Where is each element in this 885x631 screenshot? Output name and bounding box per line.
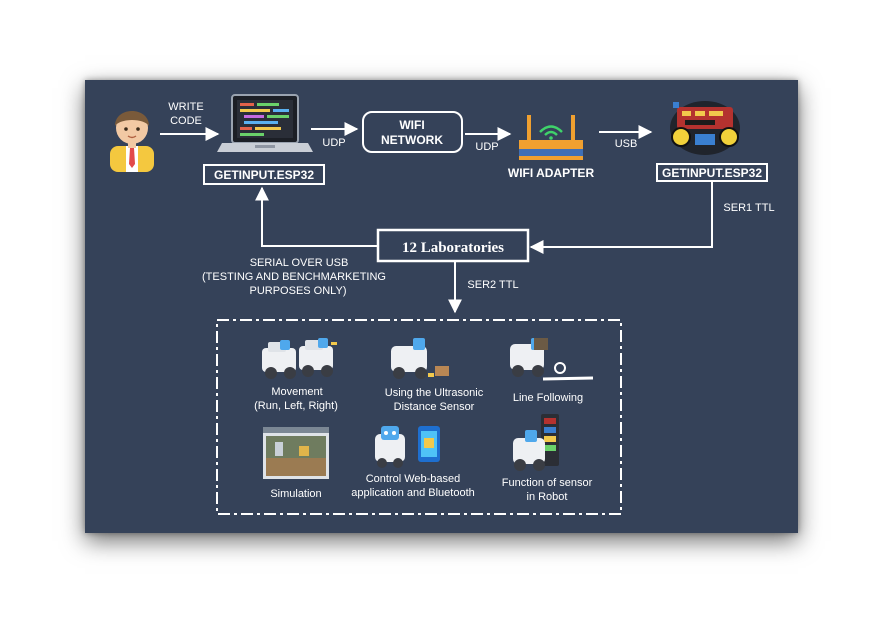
wifi-network-label-2: NETWORK (381, 133, 443, 147)
write-code-label: WRITE (168, 101, 203, 113)
getinput-left-box (203, 164, 325, 185)
wifi-adapter-label: WIFI ADAPTER (508, 166, 595, 180)
developer-icon (110, 111, 154, 172)
architecture-diagram: WRITE CODE GETINPUT.ESP32 UDP WIFI NETWO… (110, 94, 775, 515)
lab-ultrasonic-label-2: Distance Sensor (394, 401, 475, 413)
udp-label-1: UDP (322, 137, 345, 149)
diagram-panel: WRITE CODE GETINPUT.ESP32 UDP WIFI NETWO… (85, 80, 798, 533)
router-icon (519, 115, 583, 160)
control-robot-phone-icon (375, 426, 440, 468)
usb-label: USB (615, 138, 638, 150)
lab-ultrasonic-label: Using the Ultrasonic (385, 387, 484, 399)
lab-simulation-label: Simulation (270, 488, 321, 500)
getinput-right-label: GETINPUT.ESP32 (662, 166, 762, 180)
laboratory-experiments-box (216, 319, 622, 515)
lab-sensor-label: Function of sensor (502, 477, 593, 489)
serial-usb-label-3: PURPOSES ONLY) (250, 285, 347, 297)
lab-sensor-label-2: in Robot (527, 491, 568, 503)
ser1-ttl-label: SER1 TTL (723, 202, 774, 214)
lab-control-label: Control Web-based (366, 473, 461, 485)
serial-usb-label-2: (TESTING AND BENCHMARKETING (202, 271, 386, 283)
lab-control-label-2: application and Bluetooth (351, 487, 475, 499)
getinput-right-box (656, 163, 768, 182)
lab-movement-label: Movement (271, 386, 322, 398)
laboratories-label: 12 Laboratories (402, 240, 504, 256)
lab-movement-label-2: (Run, Left, Right) (254, 400, 338, 412)
lab-line-following-label: Line Following (513, 392, 583, 404)
robot-board-icon (670, 101, 740, 155)
getinput-left-label: GETINPUT.ESP32 (214, 168, 314, 182)
arrow-robot-to-labs (529, 182, 713, 254)
movement-robots-icon (262, 338, 337, 379)
serial-usb-label: SERIAL OVER USB (250, 257, 349, 269)
simulation-screen-icon (263, 427, 329, 479)
wifi-network-box (362, 111, 463, 153)
sensor-robot-icon (513, 414, 559, 471)
ultrasonic-robot-icon (391, 338, 449, 379)
udp-label-2: UDP (475, 141, 498, 153)
laptop-icon (217, 94, 313, 152)
arrow-labs-to-laptop (255, 186, 378, 247)
wifi-network-label: WIFI (399, 118, 424, 132)
line-following-robot-icon (510, 338, 594, 381)
write-code-label-2: CODE (170, 115, 202, 127)
ser2-ttl-label: SER2 TTL (467, 279, 518, 291)
